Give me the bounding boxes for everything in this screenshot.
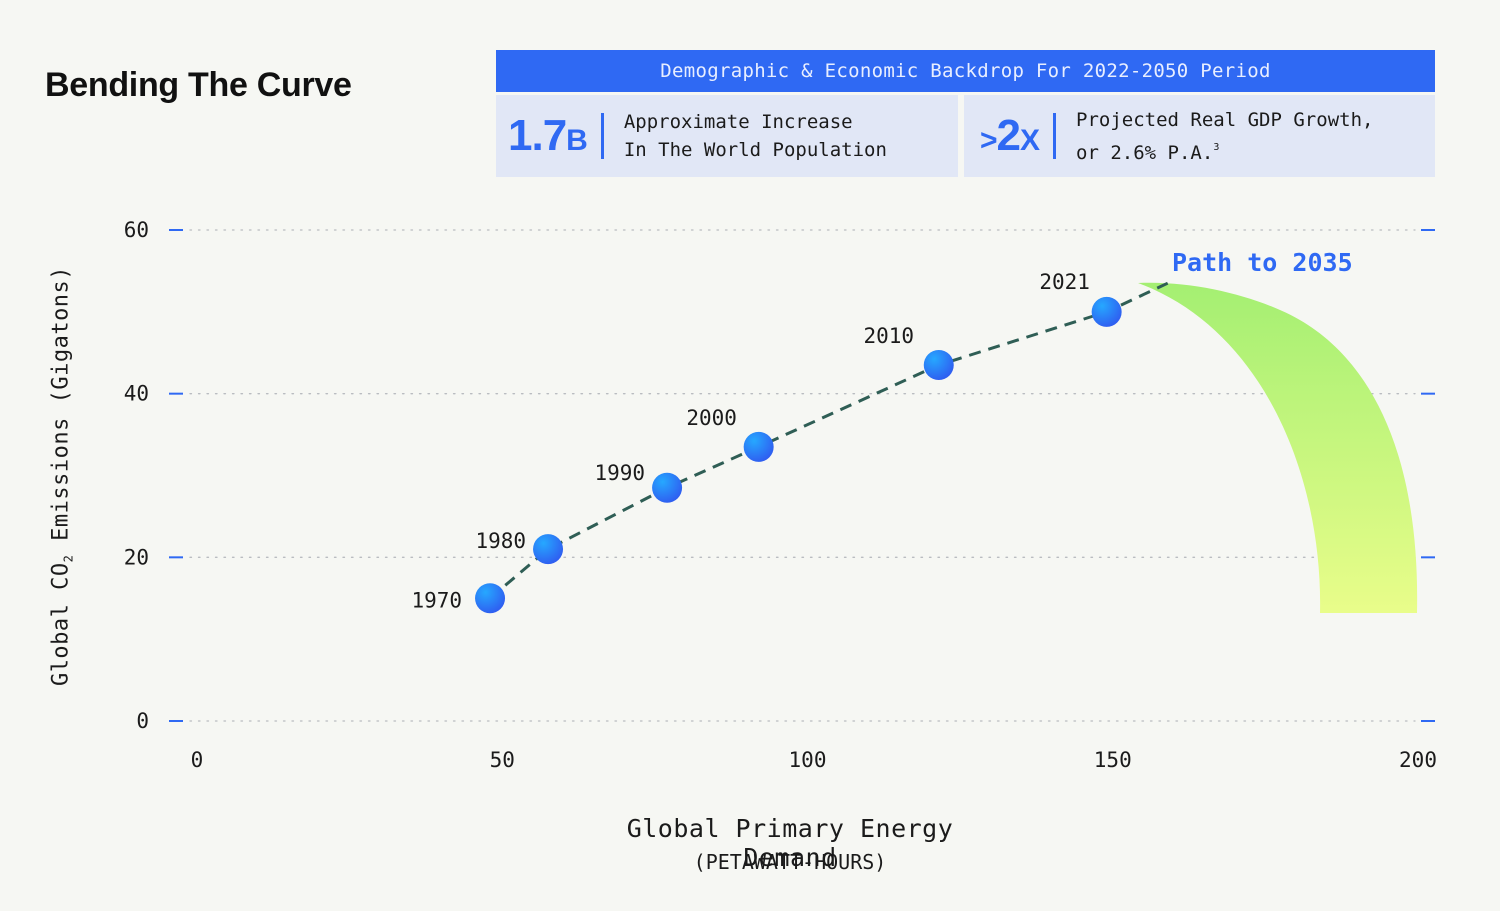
population-value: 1.7B xyxy=(508,111,588,160)
x-axis-unit: (PETAWATT-HOURS) xyxy=(693,850,887,874)
data-points: 1970 1980 1990 2000 2010 2021 xyxy=(411,270,1122,614)
data-point-2000 xyxy=(743,431,774,462)
y-axis: 0 20 40 60 xyxy=(124,218,1435,733)
data-point-2010 xyxy=(923,350,954,381)
grid-lines xyxy=(189,229,1416,722)
gdp-value: >2X xyxy=(980,111,1040,160)
x-tick-label: 150 xyxy=(1094,748,1132,772)
y-tick-label: 0 xyxy=(136,709,149,733)
x-tick-label: 100 xyxy=(789,748,827,772)
x-tick-label: 200 xyxy=(1399,748,1437,772)
chart-title: Bending The Curve xyxy=(45,66,352,104)
x-axis: 0 50 100 150 200 xyxy=(191,748,1437,772)
data-point-1990 xyxy=(652,472,683,503)
data-label-2021: 2021 xyxy=(1039,270,1090,294)
path-to-2035-shape xyxy=(1138,282,1418,613)
y-tick-label: 60 xyxy=(124,218,149,242)
x-tick-label: 0 xyxy=(191,748,204,772)
data-label-1970: 1970 xyxy=(411,588,462,612)
backdrop-panel: Demographic & Economic Backdrop For 2022… xyxy=(496,50,1435,177)
population-description: Approximate Increase In The World Popula… xyxy=(623,111,887,161)
population-stat: 1.7B Approximate Increase In The World P… xyxy=(496,95,958,177)
backdrop-header: Demographic & Economic Backdrop For 2022… xyxy=(496,50,1435,92)
trend-line-dashed xyxy=(489,281,1169,600)
data-point-1970 xyxy=(475,583,506,614)
gdp-stat: >2X Projected Real GDP Growth, or 2.6% P… xyxy=(964,95,1435,177)
data-point-1980 xyxy=(533,534,564,565)
gdp-description: Projected Real GDP Growth, or 2.6% P.A.3 xyxy=(1076,108,1374,164)
trend-line xyxy=(489,281,1169,600)
stat-divider xyxy=(1053,113,1057,159)
path-to-2035-label: Path to 2035 xyxy=(1172,248,1353,277)
data-label-2000: 2000 xyxy=(686,406,737,430)
y-axis-label: Global CO2 Emissions (Gigatons) xyxy=(48,265,76,687)
data-label-1990: 1990 xyxy=(595,461,646,485)
y-tick-label: 40 xyxy=(124,382,149,406)
x-axis-label: Global Primary Energy Demand xyxy=(626,814,954,872)
y-tick-label: 20 xyxy=(124,545,149,569)
stats-row: 1.7B Approximate Increase In The World P… xyxy=(496,95,1435,177)
data-label-1980: 1980 xyxy=(475,529,526,553)
x-tick-label: 50 xyxy=(490,748,515,772)
data-point-2021 xyxy=(1091,296,1122,327)
stat-divider xyxy=(600,113,604,159)
data-label-2010: 2010 xyxy=(863,324,914,348)
